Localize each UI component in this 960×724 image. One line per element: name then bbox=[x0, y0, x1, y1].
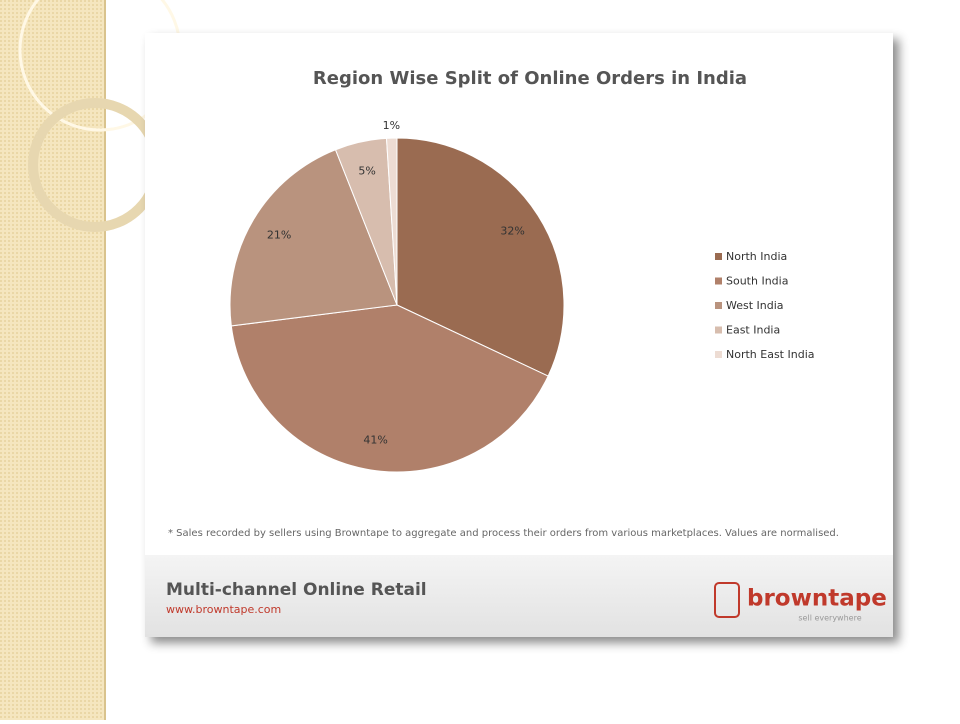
legend-label: North East India bbox=[726, 348, 815, 361]
footnote: * Sales recorded by sellers using Brownt… bbox=[168, 528, 839, 539]
legend-label: East India bbox=[726, 324, 780, 337]
data-label: 32% bbox=[500, 225, 524, 238]
pie-slice bbox=[385, 137, 398, 306]
data-label: 1% bbox=[383, 119, 400, 132]
legend-label: South India bbox=[726, 275, 788, 288]
chart-title: Region Wise Split of Online Orders in In… bbox=[313, 68, 747, 89]
logo-name: browntape bbox=[747, 586, 887, 612]
legend-label: West India bbox=[726, 299, 784, 312]
legend-swatch bbox=[715, 326, 722, 334]
chart: 32% 41% 21% 5% 1% North India South India West … bbox=[229, 119, 815, 473]
pie-slice bbox=[396, 137, 565, 377]
legend-swatch bbox=[715, 302, 722, 309]
legend-label: North India bbox=[726, 250, 787, 263]
data-label: 21% bbox=[267, 228, 291, 241]
legend-swatch bbox=[715, 351, 722, 358]
legend-swatch bbox=[715, 253, 722, 260]
data-label: 41% bbox=[363, 433, 387, 446]
logo-icon bbox=[714, 582, 740, 618]
logo-tagline: sell everywhere bbox=[798, 614, 861, 623]
pie-slice bbox=[230, 304, 549, 473]
legend-swatch bbox=[715, 277, 722, 285]
logo: browntape sell everywhere bbox=[714, 582, 887, 623]
footer-title: Multi-channel Online Retail bbox=[166, 580, 427, 600]
data-label: 5% bbox=[358, 164, 375, 177]
pie-slice bbox=[229, 149, 398, 327]
footer-band bbox=[145, 555, 893, 637]
footer-url: www.browntape.com bbox=[166, 603, 281, 616]
